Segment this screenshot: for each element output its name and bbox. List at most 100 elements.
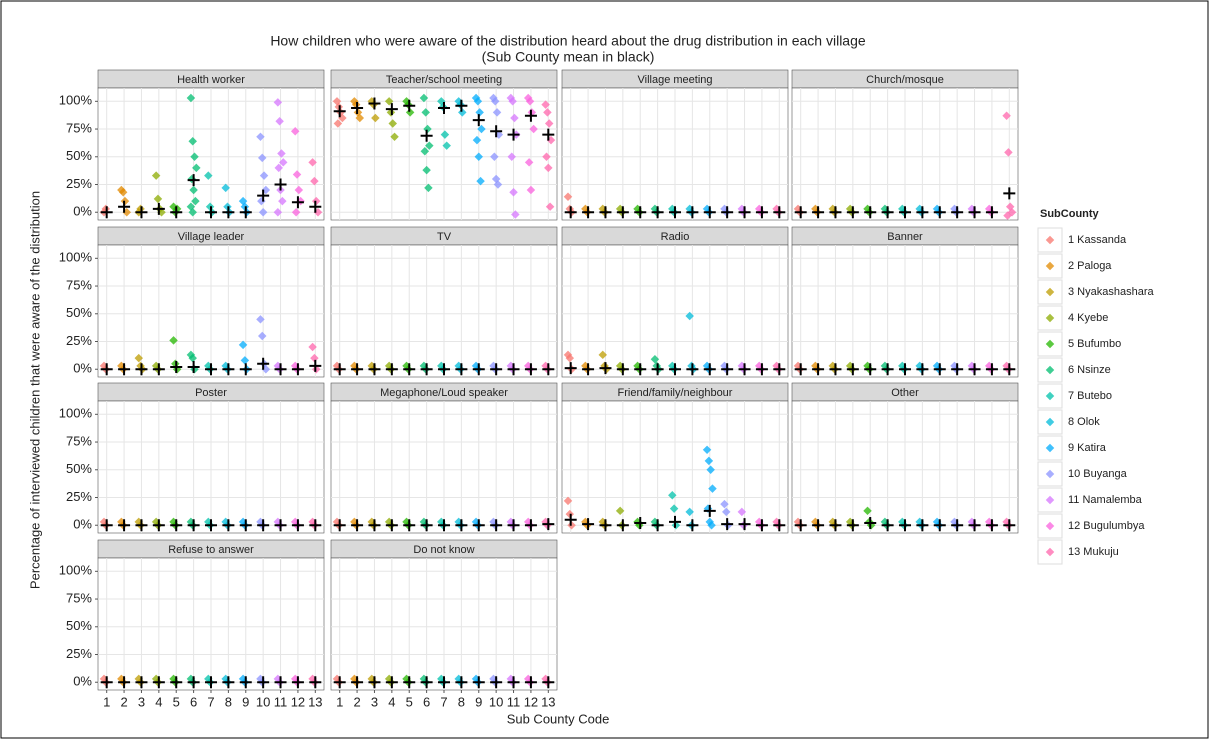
point (720, 499, 729, 509)
y-tick-label: 100% (59, 563, 93, 578)
mean-cross (135, 676, 148, 689)
y-tick-label: 75% (66, 277, 92, 292)
mean-cross (881, 206, 894, 219)
mean-cross (985, 519, 998, 532)
legend-swatch (1045, 469, 1055, 479)
x-tick-label: 10 (489, 694, 503, 709)
point (425, 141, 434, 150)
point (240, 356, 250, 365)
legend-label: 5 Bufumbo (1068, 338, 1121, 350)
mean-cross (205, 519, 217, 532)
point (472, 135, 482, 145)
mean-cross (205, 676, 217, 689)
point (708, 484, 717, 493)
mean-cross (490, 363, 503, 376)
point (863, 506, 872, 516)
point (442, 141, 451, 150)
point (278, 158, 288, 167)
point (390, 132, 399, 142)
mean-cross (170, 676, 183, 689)
mean-cross (257, 519, 270, 532)
x-tick-label: 13 (541, 694, 555, 709)
y-tick-label: 50% (66, 461, 92, 476)
mean-cross (703, 206, 716, 219)
mean-cross (438, 101, 450, 114)
facet-title: Health worker (177, 74, 245, 86)
mean-cross (634, 206, 647, 219)
legend-label: 6 Nsinze (1068, 364, 1111, 376)
mean-cross (564, 362, 577, 375)
mean-cross (951, 519, 964, 532)
y-tick-label: 50% (66, 305, 92, 320)
mean-cross (420, 676, 433, 689)
legend-label: 13 Mukuju (1068, 546, 1119, 558)
mean-cross (239, 206, 252, 219)
legend-label: 7 Butebo (1068, 390, 1112, 402)
point (706, 465, 715, 475)
point (256, 315, 265, 324)
mean-cross (333, 676, 346, 689)
mean-cross (1003, 187, 1016, 200)
mean-cross (170, 519, 183, 532)
mean-cross (773, 519, 786, 532)
legend-swatch (1045, 417, 1055, 427)
mean-cross (455, 363, 468, 376)
legend-label: 4 Kyebe (1068, 312, 1108, 324)
x-tick-label: 11 (274, 694, 288, 709)
mean-cross (333, 363, 346, 376)
legend-label: 3 Nyakashashara (1068, 286, 1154, 298)
mean-cross (187, 361, 200, 374)
mean-cross (291, 196, 304, 209)
x-tick-label: 7 (440, 694, 447, 709)
mean-cross (438, 519, 450, 532)
mean-cross (222, 676, 235, 689)
point (188, 353, 197, 363)
mean-cross (846, 519, 859, 532)
legend-label: 8 Olok (1068, 416, 1100, 428)
point (294, 185, 304, 195)
mean-cross (773, 206, 786, 219)
mean-cross (899, 519, 911, 532)
mean-cross (951, 206, 964, 219)
y-tick-label: 25% (66, 176, 92, 191)
legend-key (1037, 383, 1063, 409)
mean-cross (490, 676, 503, 689)
point (333, 119, 343, 128)
mean-cross (933, 363, 946, 376)
mean-cross (118, 676, 131, 689)
mean-cross (899, 206, 911, 219)
x-tick-label: 4 (388, 694, 395, 709)
mean-cross (985, 363, 998, 376)
x-axis-label: Sub County Code (507, 711, 610, 726)
point (473, 97, 483, 106)
mean-cross (616, 206, 629, 219)
point (277, 149, 286, 158)
point (650, 355, 660, 364)
x-tick-label: 3 (371, 694, 378, 709)
mean-cross (455, 519, 468, 532)
mean-cross (864, 363, 877, 376)
x-tick-label: 5 (406, 694, 413, 709)
mean-cross (170, 361, 183, 374)
x-tick-label: 8 (225, 694, 232, 709)
mean-cross (755, 206, 768, 219)
mean-cross (135, 363, 148, 376)
point (134, 353, 144, 363)
point (419, 93, 429, 103)
facet-title: Refuse to answer (168, 544, 254, 556)
mean-cross (634, 517, 647, 530)
mean-cross (829, 206, 842, 219)
point (685, 507, 694, 517)
point (188, 137, 197, 146)
point (190, 152, 199, 162)
mean-cross (669, 363, 681, 376)
mean-cross (864, 206, 877, 219)
point (258, 207, 268, 217)
point (491, 97, 500, 106)
mean-cross (616, 519, 629, 532)
facet-title: Radio (661, 231, 690, 243)
facet-title: Village leader (178, 231, 245, 243)
mean-cross (385, 676, 398, 689)
mean-cross (933, 206, 946, 219)
mean-cross (333, 105, 346, 118)
